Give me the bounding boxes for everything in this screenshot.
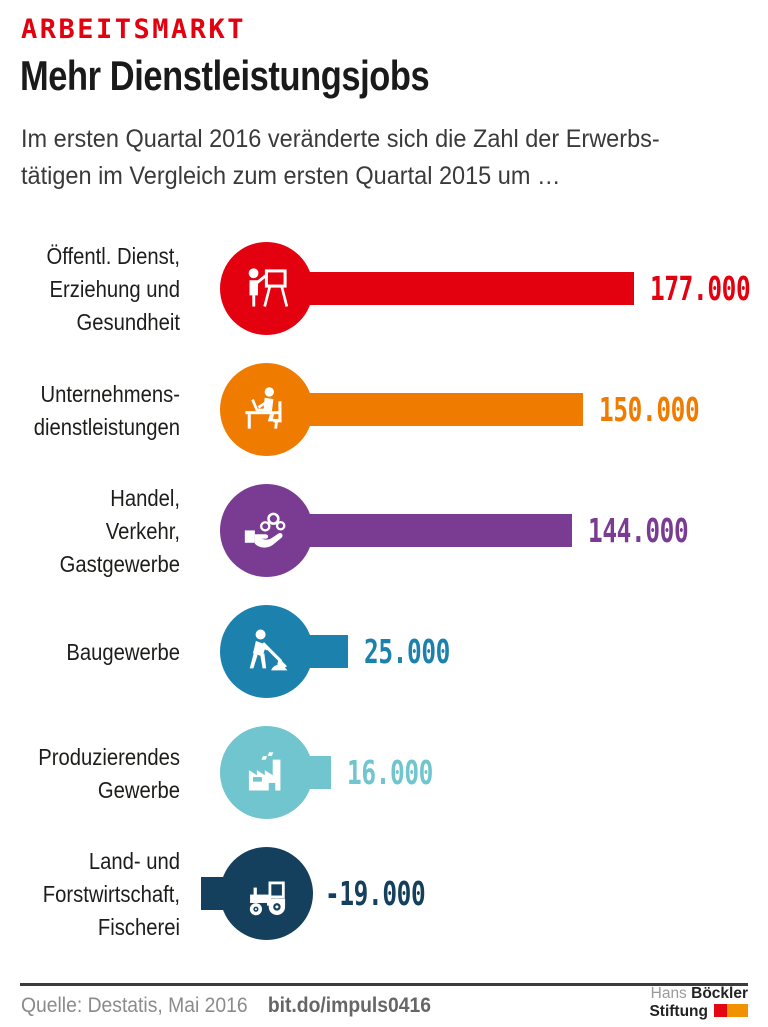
hans-boeckler-stiftung-logo: Hans Böckler Stiftung <box>649 985 748 1021</box>
chart-row: Baugewerbe 25.000 <box>20 592 748 713</box>
construction-worker-icon <box>220 605 313 698</box>
page-title: Mehr Dienstleistungsjobs <box>20 52 430 99</box>
footer-divider <box>20 983 748 986</box>
value-label: 16.000 <box>347 753 434 792</box>
source-text: Quelle: Destatis, Mai 2016 <box>21 994 248 1017</box>
logo-line-2: Stiftung <box>649 1003 748 1021</box>
value-bar <box>301 272 634 305</box>
source-link[interactable]: bit.do/impuls0416 <box>267 994 432 1017</box>
category-label: Handel, Verkehr, Gastgewerbe <box>59 485 180 577</box>
value-label: 25.000 <box>364 632 451 671</box>
chart-row: Handel, Verkehr, Gastgewerbe 144.000 <box>20 471 748 592</box>
category-label: Land- und Forstwirtschaft, Fischerei <box>42 848 181 940</box>
value-label: -19.000 <box>325 874 426 913</box>
value-bar <box>301 393 583 426</box>
tractor-icon <box>220 847 313 940</box>
value-label: 150.000 <box>599 390 700 429</box>
chart-row: Unternehmens- dienstleistungen 150.000 <box>20 350 748 471</box>
value-label: 144.000 <box>587 511 689 550</box>
factory-icon <box>220 726 313 819</box>
logo-line-1: Hans Böckler <box>650 985 748 1002</box>
category-label: Baugewerbe <box>66 639 180 665</box>
kicker: ARBEITSMARKT <box>21 14 247 45</box>
logo-orange-square <box>727 1004 748 1017</box>
subtitle: Im ersten Quartal 2016 veränderte sich d… <box>21 125 660 190</box>
office-desk-worker-icon <box>220 363 313 456</box>
footer-source-row: Quelle: Destatis, Mai 2016 bit.do/impuls0… <box>21 994 431 1018</box>
bar-chart: Öffentl. Dienst, Erziehung und Gesundhei… <box>20 229 751 955</box>
value-bar <box>301 514 572 547</box>
chart-row: Öffentl. Dienst, Erziehung und Gesundhei… <box>20 229 751 350</box>
category-label: Unternehmens- dienstleistungen <box>33 380 181 440</box>
category-label: Öffentl. Dienst, Erziehung und Gesundhei… <box>46 243 180 335</box>
chart-row: Land- und Forstwirtschaft, Fischerei -19… <box>20 834 748 955</box>
presentation-trainer-icon <box>220 242 313 335</box>
hand-with-coins-icon <box>220 484 313 577</box>
value-label: 177.000 <box>649 269 751 308</box>
logo-red-square <box>714 1004 727 1017</box>
category-label: Produzierendes Gewerbe <box>38 743 180 803</box>
logo-mark <box>714 1003 748 1021</box>
chart-row: Produzierendes Gewerbe 16.000 <box>20 713 748 834</box>
